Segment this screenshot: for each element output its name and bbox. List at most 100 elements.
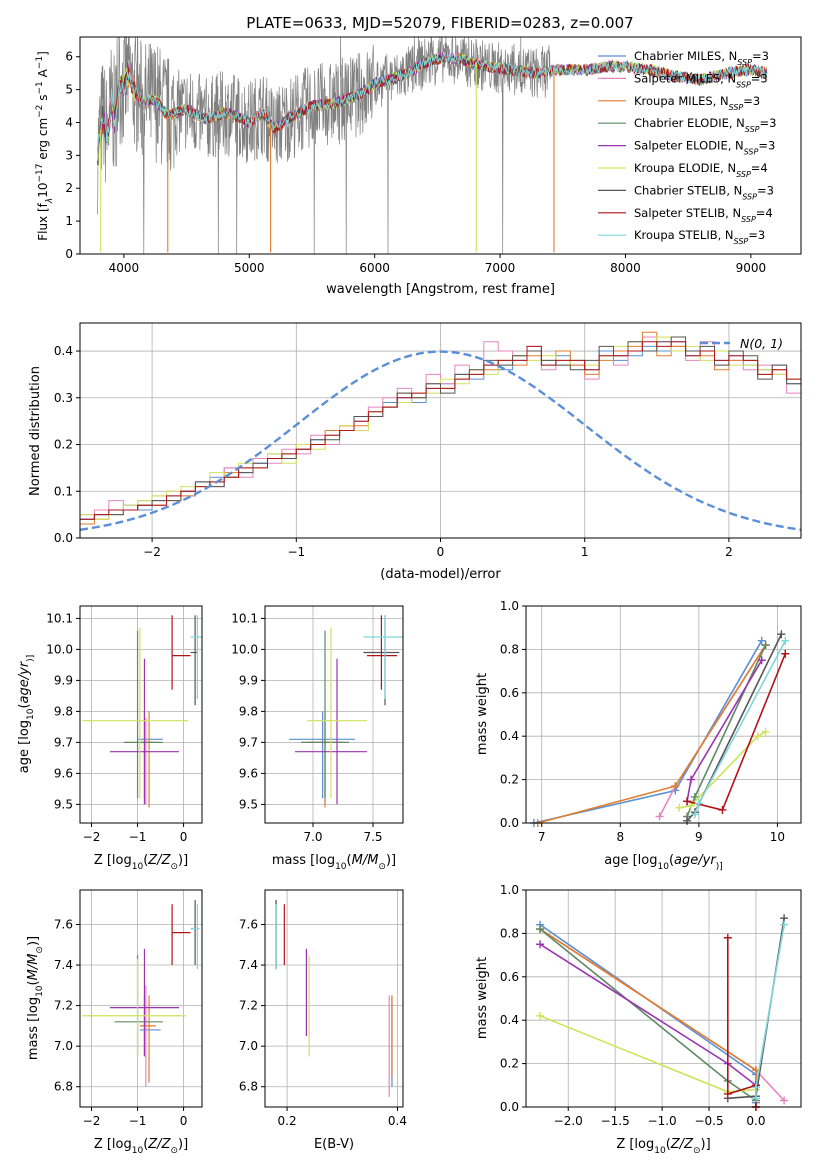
legend-sub: SSP [745, 125, 760, 134]
plus-marker [536, 940, 545, 949]
x-tick-label: −2.0 [554, 1114, 583, 1128]
y-tick-label: 6.8 [239, 1080, 258, 1094]
y-tick-label: 9.9 [239, 673, 258, 687]
weight-series-line [686, 633, 783, 822]
x-label-part: ( [143, 853, 148, 868]
y-label-part: age [log [17, 720, 32, 773]
legend-sub: SSP [736, 80, 751, 89]
z_age-frame [79, 605, 203, 824]
x-label-sub: ⊙ [170, 862, 178, 872]
y-tick-label: 0.8 [500, 642, 519, 656]
y-label-italic: M/M [26, 954, 41, 981]
y-tick-label: 9.8 [54, 704, 73, 718]
legend-label: N(0, 1) [740, 336, 783, 351]
x-tick-label: 8 [616, 830, 624, 844]
x-label-part: )] [178, 853, 188, 868]
x-label-italic: Z/Z [147, 853, 171, 868]
plus-marker [690, 810, 699, 819]
y-tick-label: 9.7 [54, 735, 73, 749]
y-tick-label: 0.6 [500, 686, 519, 700]
mass_age-frame [264, 605, 404, 824]
plus-marker [690, 792, 699, 801]
y-tick-label: 0.1 [54, 484, 73, 498]
y-tick-label: 3 [65, 148, 73, 162]
legend-label: Chabrier STELIB, NSSP=3 [634, 183, 774, 201]
y-tick-label: 0.6 [500, 970, 519, 984]
legend-sub: SSP [736, 170, 751, 179]
y-label-italic: age/yr [17, 660, 32, 703]
y-tick-label: 0.0 [500, 1100, 519, 1114]
legend-tail: =3 [743, 94, 760, 108]
x-label-sub: 10 [132, 1146, 144, 1156]
y-tick-label: 0.4 [500, 729, 519, 743]
y-label-part: −2 [35, 105, 45, 118]
histogram-series [80, 341, 801, 538]
x-tick-label: 5000 [234, 261, 265, 275]
plus-marker [694, 799, 703, 808]
legend-tail: =3 [760, 116, 777, 130]
y-tick-label: 7.4 [54, 958, 73, 972]
y-label-part: Flux [f [36, 202, 50, 240]
plus-marker [751, 1083, 760, 1092]
legend-sub: SSP [734, 237, 749, 246]
plus-marker [683, 797, 692, 806]
y-label-part: ( [26, 980, 41, 985]
x-tick-label: −2 [143, 545, 161, 559]
ebv_mass-frame [264, 889, 404, 1108]
x-label-sub: ⊙ [378, 862, 386, 872]
y-label-part: −17 [35, 164, 45, 183]
y-tick-label: 0.2 [500, 773, 519, 787]
legend-text: Kroupa STELIB, N [634, 228, 734, 242]
y-tick-label: 7.0 [239, 1039, 258, 1053]
x-tick-label: 1 [581, 545, 589, 559]
plus-marker [536, 1011, 545, 1020]
x-tick-label: −2 [83, 830, 101, 844]
plus-marker [757, 656, 766, 665]
plus-marker [780, 920, 789, 929]
x-label-part: Z [log [94, 853, 132, 868]
legend-text: Chabrier STELIB, N [634, 183, 742, 197]
y-tick-label: 0 [65, 247, 73, 261]
y-tick-label: 10.1 [231, 611, 258, 625]
weight-series-line [539, 1015, 756, 1093]
x-label-part: )] [701, 1137, 711, 1152]
y-label-sub: )] [26, 655, 36, 662]
x-tick-label: 0 [180, 830, 188, 844]
x-tick-label: 7 [538, 830, 546, 844]
y-tick-label: 10.1 [46, 611, 73, 625]
y-label-part: A [36, 68, 50, 81]
x-axis-label: Z [log10(Z/Z⊙)] [616, 1137, 710, 1156]
legend-tail: =3 [758, 139, 775, 153]
plus-marker [777, 630, 786, 639]
y-label-part: λ [45, 198, 55, 204]
histogram-series [80, 336, 801, 538]
residuals-frame [79, 322, 802, 539]
y-label-part: s [36, 95, 50, 105]
histogram-series [80, 331, 801, 538]
y-label-part: erg cm [36, 118, 50, 164]
y-tick-label: 7.2 [54, 999, 73, 1013]
legend-text: Salpeter STELIB, N [634, 206, 741, 220]
legend-sub: SSP [741, 214, 756, 223]
plus-marker [723, 1089, 732, 1098]
y-tick-label: 9.5 [239, 797, 258, 811]
y-tick-label: 9.7 [239, 735, 258, 749]
legend-text: Kroupa MILES, N [634, 94, 729, 108]
legend-text: Chabrier ELODIE, N [634, 116, 745, 130]
legend-sub: SSP [737, 58, 752, 67]
legend-label: Salpeter ELODIE, NSSP=3 [634, 139, 775, 157]
x-tick-label: −1 [129, 830, 147, 844]
y-tick-label: 9.8 [239, 704, 258, 718]
y-axis-label: Flux [fλ10−17 erg cm−2 s−1 A−1] [35, 51, 55, 241]
x-label-part: )] [178, 1137, 188, 1152]
y-tick-label: 9.9 [54, 673, 73, 687]
x-tick-label: 7.5 [363, 830, 382, 844]
x-tick-label: 0.2 [278, 1114, 297, 1128]
x-label-sub: ⊙ [170, 1146, 178, 1156]
y-tick-label: 0.8 [500, 926, 519, 940]
legend-text: Kroupa ELODIE, N [634, 161, 736, 175]
x-tick-label: 9000 [736, 261, 767, 275]
y-tick-label: 0.0 [500, 816, 519, 830]
x-label-part: ( [143, 1137, 148, 1152]
x-tick-label: 6000 [359, 261, 390, 275]
